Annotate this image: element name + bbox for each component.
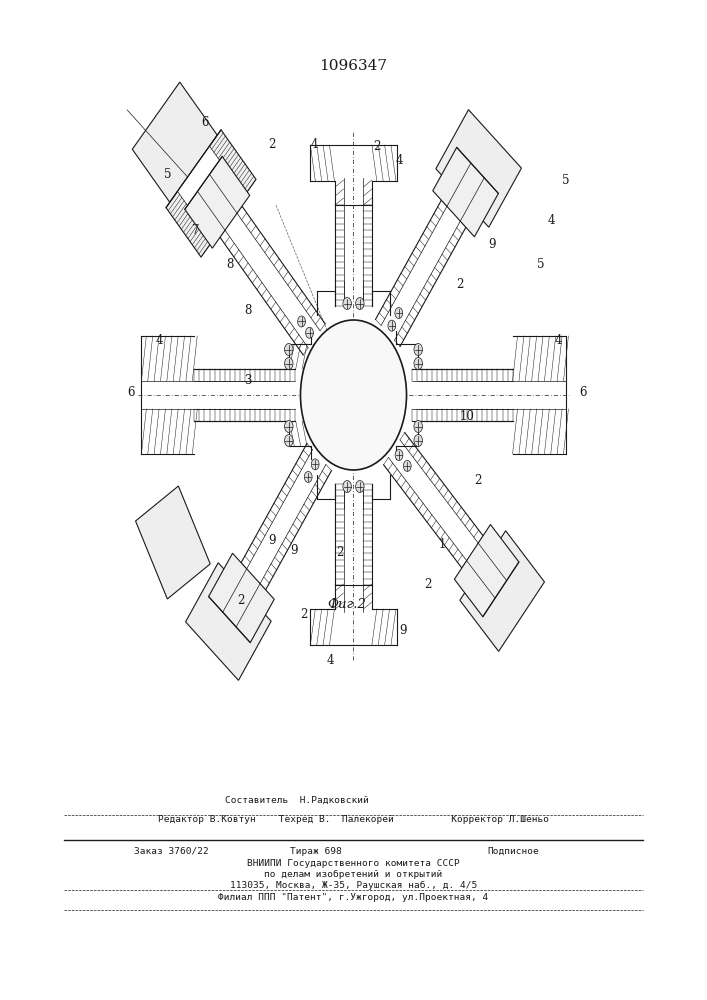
- Text: 5: 5: [562, 174, 570, 186]
- Text: 2: 2: [373, 140, 380, 153]
- Text: Подписное: Подписное: [488, 846, 539, 856]
- Circle shape: [395, 308, 403, 319]
- Text: 4: 4: [156, 334, 163, 347]
- Text: 3: 3: [244, 373, 252, 386]
- Text: 6: 6: [201, 116, 209, 129]
- Text: 1: 1: [438, 538, 445, 552]
- Text: 2: 2: [424, 578, 431, 591]
- Text: Филиал ППП "Патент", г.Ужгород, ул.Проектная, 4: Филиал ППП "Патент", г.Ужгород, ул.Проек…: [218, 894, 489, 902]
- Text: Тираж 698: Тираж 698: [290, 846, 341, 856]
- Text: 2: 2: [269, 138, 276, 151]
- Circle shape: [300, 320, 407, 470]
- Text: 6: 6: [127, 385, 135, 398]
- Text: 2: 2: [300, 608, 308, 621]
- Text: 8: 8: [226, 258, 233, 271]
- Circle shape: [356, 481, 364, 492]
- Polygon shape: [132, 82, 217, 202]
- Text: 4: 4: [327, 654, 334, 667]
- Text: 10: 10: [460, 410, 474, 424]
- Circle shape: [395, 450, 403, 461]
- Text: 1096347: 1096347: [320, 59, 387, 73]
- Text: Заказ 3760/22: Заказ 3760/22: [134, 846, 209, 856]
- Circle shape: [356, 298, 364, 310]
- Polygon shape: [166, 130, 256, 257]
- Text: 8: 8: [244, 304, 251, 316]
- Circle shape: [414, 358, 422, 369]
- Text: ВНИИПИ Государственного комитета СССР: ВНИИПИ Государственного комитета СССР: [247, 858, 460, 868]
- Circle shape: [284, 420, 293, 432]
- Circle shape: [284, 344, 293, 356]
- Circle shape: [343, 481, 351, 492]
- Polygon shape: [433, 147, 498, 237]
- Text: 9: 9: [269, 534, 276, 546]
- Text: Фиг.2: Фиг.2: [327, 598, 366, 611]
- Text: 2: 2: [474, 474, 481, 487]
- Text: 4: 4: [555, 334, 563, 347]
- Circle shape: [298, 316, 305, 327]
- Circle shape: [388, 320, 396, 331]
- Text: 2: 2: [456, 278, 463, 292]
- Text: Составитель  Н.Радковский: Составитель Н.Радковский: [225, 796, 369, 804]
- Circle shape: [311, 459, 319, 470]
- Polygon shape: [136, 486, 210, 599]
- Text: 113035, Москва, Ж-35, Раушская наб., д. 4/5: 113035, Москва, Ж-35, Раушская наб., д. …: [230, 880, 477, 890]
- Text: Редактор В.Ковтун    Техред В.  Палекорей          Корректор Л.Шеньо: Редактор В.Ковтун Техред В. Палекорей Ко…: [158, 816, 549, 824]
- Text: 9: 9: [290, 544, 298, 556]
- Text: 2: 2: [336, 546, 343, 560]
- Text: 9: 9: [399, 624, 407, 637]
- Text: 5: 5: [537, 258, 545, 271]
- Text: 2: 2: [237, 593, 244, 606]
- Text: 6: 6: [580, 385, 588, 398]
- Polygon shape: [209, 553, 274, 643]
- Text: 4: 4: [548, 214, 556, 227]
- Circle shape: [414, 344, 422, 356]
- Polygon shape: [185, 563, 271, 680]
- Circle shape: [284, 358, 293, 369]
- Text: 9: 9: [488, 238, 496, 251]
- Text: 7: 7: [192, 224, 200, 236]
- Circle shape: [414, 420, 422, 432]
- Circle shape: [304, 471, 312, 482]
- Text: 4: 4: [311, 138, 319, 151]
- Circle shape: [404, 460, 411, 471]
- Polygon shape: [455, 525, 519, 617]
- Text: 4: 4: [396, 153, 404, 166]
- Circle shape: [414, 434, 422, 446]
- Text: 5: 5: [164, 168, 172, 182]
- Polygon shape: [436, 110, 522, 227]
- Polygon shape: [185, 156, 250, 248]
- Circle shape: [284, 434, 293, 446]
- Polygon shape: [177, 146, 245, 241]
- Text: по делам изобретений и открытий: по делам изобретений и открытий: [264, 869, 443, 879]
- Circle shape: [305, 327, 313, 338]
- Polygon shape: [460, 531, 544, 651]
- Circle shape: [343, 298, 351, 310]
